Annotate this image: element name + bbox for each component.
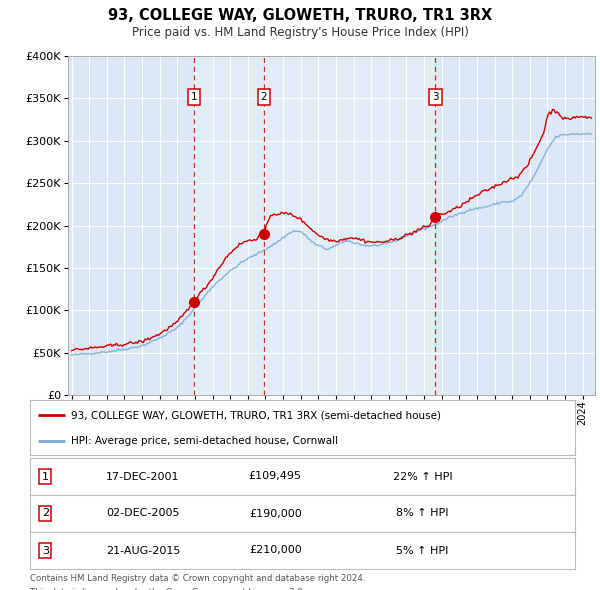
Text: 1: 1 bbox=[191, 91, 197, 101]
Text: 2: 2 bbox=[260, 91, 268, 101]
Text: 5% ↑ HPI: 5% ↑ HPI bbox=[396, 546, 449, 556]
Text: 21-AUG-2015: 21-AUG-2015 bbox=[106, 546, 181, 556]
Text: £210,000: £210,000 bbox=[249, 546, 302, 556]
Text: 93, COLLEGE WAY, GLOWETH, TRURO, TR1 3RX (semi-detached house): 93, COLLEGE WAY, GLOWETH, TRURO, TR1 3RX… bbox=[71, 411, 441, 421]
Text: 2: 2 bbox=[41, 509, 49, 519]
Bar bbox=[194, 56, 264, 395]
Text: This data is licensed under the Open Government Licence v3.0.: This data is licensed under the Open Gov… bbox=[30, 588, 305, 590]
Text: 8% ↑ HPI: 8% ↑ HPI bbox=[396, 509, 449, 519]
Text: 22% ↑ HPI: 22% ↑ HPI bbox=[392, 471, 452, 481]
Text: 3: 3 bbox=[42, 546, 49, 556]
Text: £109,495: £109,495 bbox=[249, 471, 302, 481]
Text: 93, COLLEGE WAY, GLOWETH, TRURO, TR1 3RX: 93, COLLEGE WAY, GLOWETH, TRURO, TR1 3RX bbox=[108, 8, 492, 23]
Text: Price paid vs. HM Land Registry's House Price Index (HPI): Price paid vs. HM Land Registry's House … bbox=[131, 26, 469, 39]
Text: £190,000: £190,000 bbox=[249, 509, 302, 519]
Text: Contains HM Land Registry data © Crown copyright and database right 2024.: Contains HM Land Registry data © Crown c… bbox=[30, 574, 365, 583]
Text: 02-DEC-2005: 02-DEC-2005 bbox=[106, 509, 180, 519]
Text: HPI: Average price, semi-detached house, Cornwall: HPI: Average price, semi-detached house,… bbox=[71, 436, 338, 446]
Text: 3: 3 bbox=[432, 91, 439, 101]
Text: 1: 1 bbox=[42, 471, 49, 481]
Text: 17-DEC-2001: 17-DEC-2001 bbox=[106, 471, 180, 481]
Bar bbox=[264, 56, 435, 395]
